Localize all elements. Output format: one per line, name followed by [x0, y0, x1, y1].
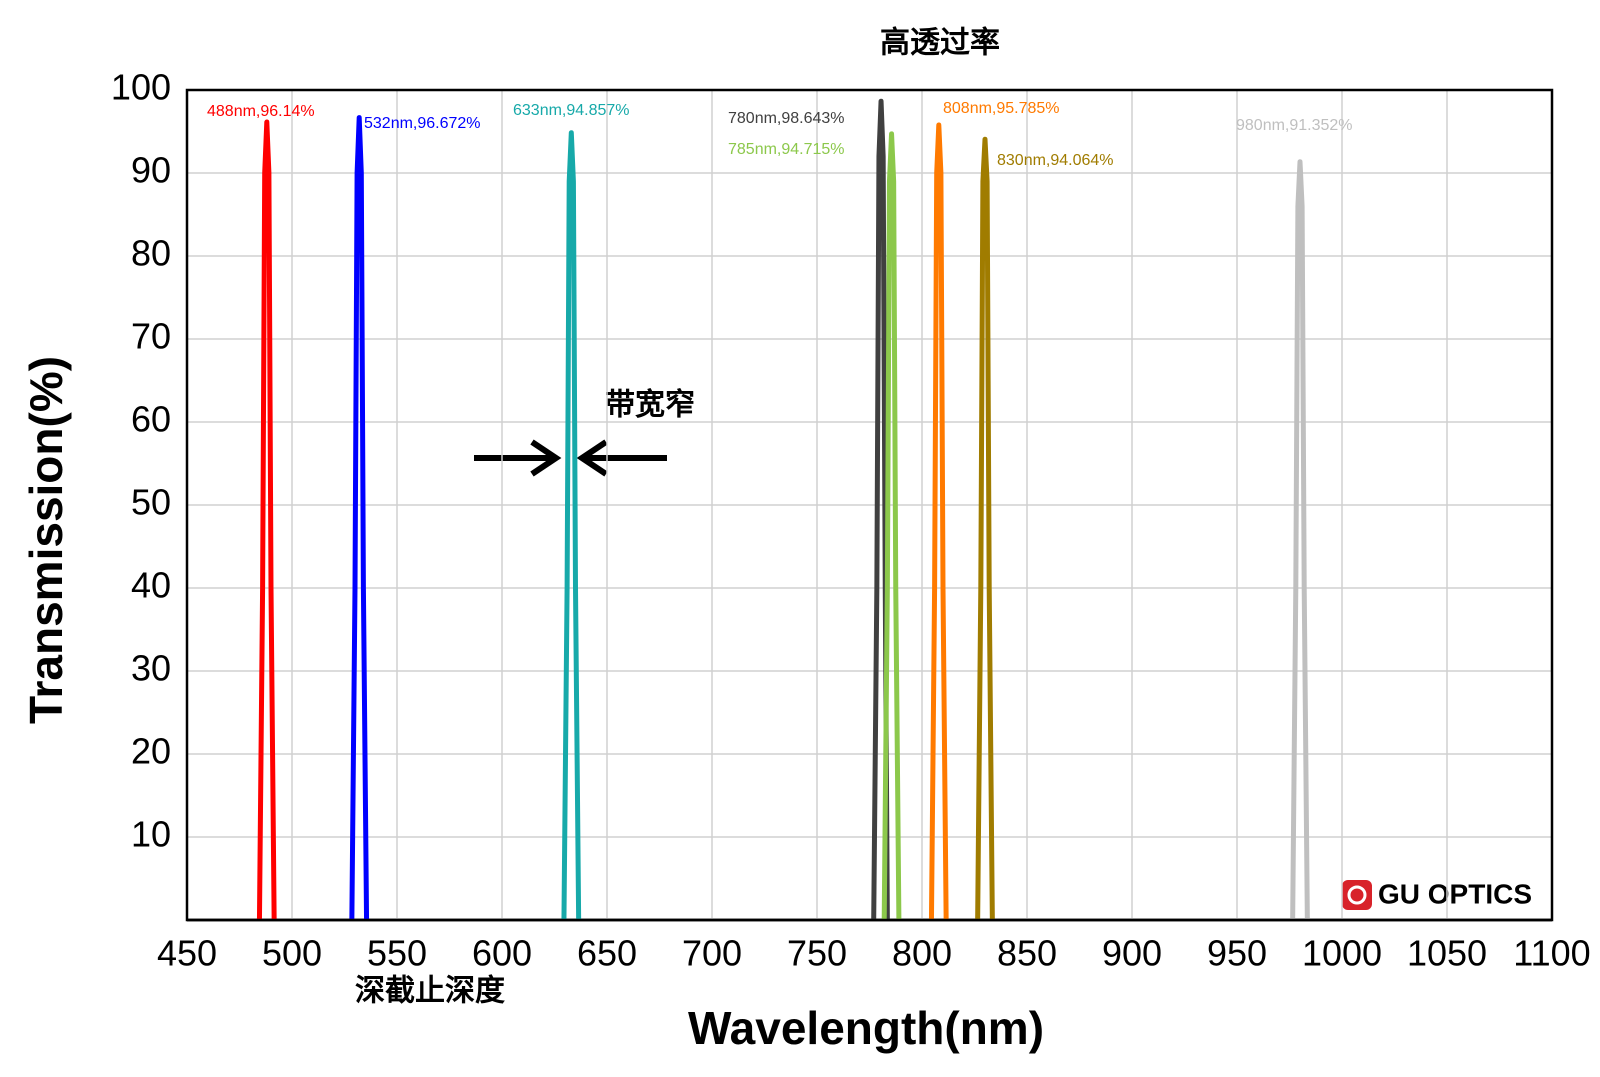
logo-icon — [1342, 880, 1372, 910]
y-tick-label: 60 — [131, 399, 171, 440]
peak-label: 785nm,94.715% — [728, 141, 845, 158]
x-tick-label: 800 — [892, 933, 952, 974]
x-tick-label: 1000 — [1302, 933, 1382, 974]
x-tick-label: 950 — [1207, 933, 1267, 974]
x-tick-label: 450 — [157, 933, 217, 974]
y-tick-label: 30 — [131, 648, 171, 689]
peak-label: 488nm,96.14% — [207, 103, 315, 120]
arrows — [474, 439, 667, 477]
y-tick-label: 10 — [131, 814, 171, 855]
x-tick-label: 900 — [1102, 933, 1162, 974]
logo-icon-ring — [1347, 885, 1367, 905]
arrow-left-head — [576, 439, 608, 477]
spectrum-line — [349, 115, 370, 921]
x-axis-label: Wavelength(nm) — [688, 1002, 1044, 1054]
peak-label: 808nm,95.785% — [943, 100, 1060, 117]
peak-label: 532nm,96.672% — [364, 115, 481, 132]
logo-text: GU OPTICS — [1378, 878, 1532, 909]
x-tick-label: 650 — [577, 933, 637, 974]
y-tick-label: 70 — [131, 316, 171, 357]
y-tick-label: 40 — [131, 565, 171, 606]
peak-label: 633nm,94.857% — [513, 102, 630, 119]
spectrum-line — [928, 122, 949, 921]
spectrum-line — [561, 130, 582, 921]
x-tick-label: 500 — [262, 933, 322, 974]
y-tick-label: 80 — [131, 233, 171, 274]
logo: GU OPTICS — [1342, 878, 1532, 910]
peak-label: 830nm,94.064% — [997, 152, 1114, 169]
annotation-high-transmission: 高透过率 — [880, 26, 1000, 61]
y-tick-label: 90 — [131, 150, 171, 191]
x-tick-label: 750 — [787, 933, 847, 974]
arrow-right-head — [530, 439, 562, 477]
x-tick-label: 700 — [682, 933, 742, 974]
peak-label: 780nm,98.643% — [728, 110, 845, 127]
y-axis-label: Transmission(%) — [20, 356, 72, 724]
y-tick-label: 50 — [131, 482, 171, 523]
x-tick-label: 850 — [997, 933, 1057, 974]
spectrum-line — [975, 136, 995, 921]
annotation-deep-cutoff: 深截止深度 — [355, 974, 505, 1009]
plot-frame — [185, 88, 1554, 922]
spectrum-line — [256, 119, 277, 921]
annotation-narrow-band: 带宽窄 — [605, 388, 695, 423]
spectrum-line — [881, 131, 902, 921]
x-tick-label: 1100 — [1513, 933, 1590, 974]
y-tick-label: 20 — [131, 731, 171, 772]
spectrum-line — [1290, 159, 1310, 921]
x-tick-label: 1050 — [1407, 933, 1487, 974]
peak-label: 980nm,91.352% — [1236, 117, 1353, 134]
x-tick-label: 600 — [472, 933, 532, 974]
y-tick-label: 100 — [111, 67, 171, 108]
x-tick-label: 550 — [367, 933, 427, 974]
